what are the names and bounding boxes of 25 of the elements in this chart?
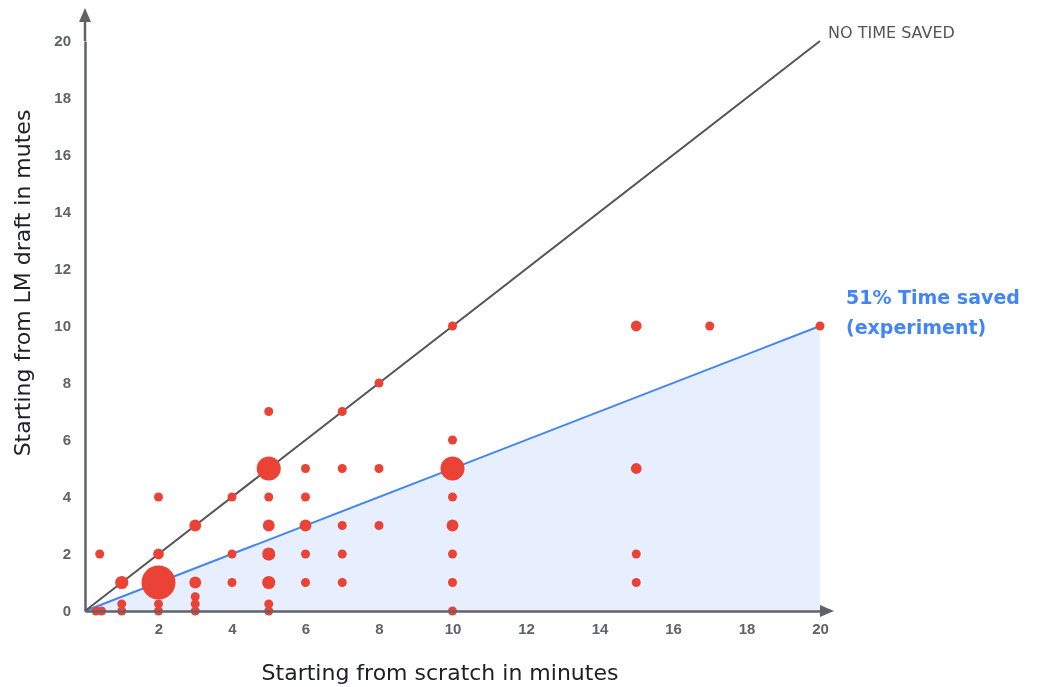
y-tick-label: 20 (54, 32, 71, 50)
y-tick-label: 10 (54, 317, 71, 335)
x-tick-label: 18 (738, 619, 756, 637)
series-label: 51% Time saved (experiment) (846, 286, 1020, 338)
y-tick-label: 2 (62, 545, 71, 563)
x-tick-label: 14 (591, 619, 609, 637)
x-tick-label: 8 (375, 619, 384, 637)
x-tick-label: 10 (444, 619, 462, 637)
x-tick-label: 12 (518, 619, 535, 637)
y-tick-label: 16 (54, 146, 71, 164)
y-tick-label: 18 (54, 89, 71, 107)
y-tick-label: 12 (54, 260, 71, 278)
series-label: NO TIME SAVED (828, 23, 955, 42)
x-tick-label: 16 (665, 619, 682, 637)
x-tick-label: 6 (301, 619, 311, 637)
y-tick-label: 0 (62, 602, 71, 620)
y-axis-title: Starting from LM draft in mutes (10, 109, 35, 457)
y-tick-label: 4 (62, 488, 72, 506)
x-tick-label: 2 (154, 619, 164, 637)
y-tick-label: 6 (62, 431, 71, 449)
x-axis-title: Starting from scratch in minutes (261, 660, 619, 685)
y-tick-label: 8 (62, 374, 71, 392)
x-tick-label: 20 (812, 619, 829, 637)
y-tick-label: 14 (54, 203, 72, 221)
x-tick-label: 4 (228, 619, 238, 637)
